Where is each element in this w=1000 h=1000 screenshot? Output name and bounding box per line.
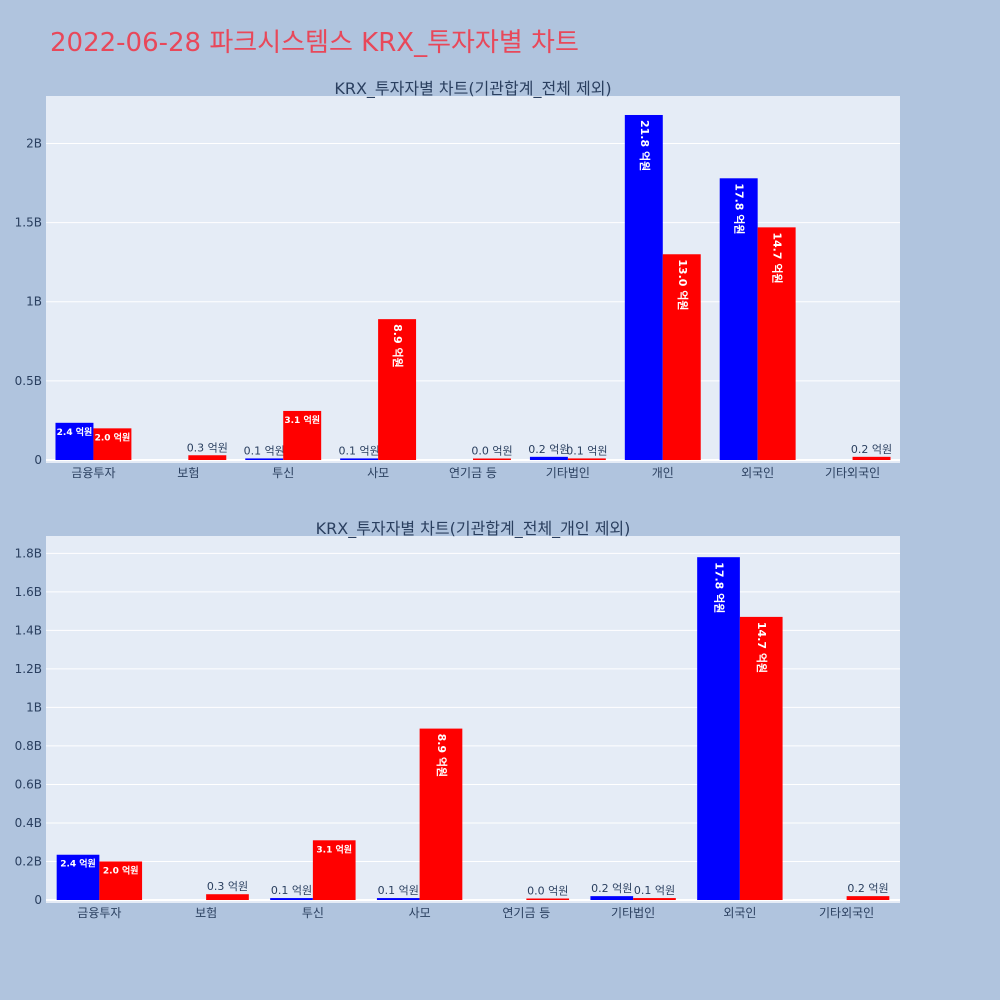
bar-label: 8.9 억원 — [435, 734, 449, 778]
bar-label: 0.2 억원 — [847, 882, 888, 895]
x-tick-label: 연기금 등 — [449, 466, 497, 480]
bar — [93, 428, 132, 460]
bar — [473, 458, 511, 460]
bar — [624, 114, 663, 460]
x-tick-label: 투신 — [272, 466, 294, 480]
bar-label: 0.2 억원 — [591, 882, 632, 895]
bar-label: 2.4 억원 — [60, 858, 96, 870]
bar — [188, 455, 227, 460]
chart-2: KRX_투자자별 차트(기관합계_전체_개인 제외) 0 0.2B 0.4B 0.6B 0… — [15, 519, 900, 920]
x-tick-label: 보험 — [177, 466, 199, 480]
x-tick-label: 외국인 — [741, 466, 774, 480]
x-tick-label: 연기금 등 — [502, 906, 550, 920]
bar — [846, 896, 890, 900]
bar-label: 0.3 억원 — [187, 441, 228, 454]
bar-label: 21.8 억원 — [638, 120, 652, 171]
bar — [99, 861, 143, 900]
chart-title: KRX_투자자별 차트(기관합계_전체_개인 제외) — [316, 519, 631, 539]
chart-title: KRX_투자자별 차트(기관합계_전체 제외) — [334, 79, 611, 99]
bar — [206, 894, 249, 900]
bar-label: 2.0 억원 — [95, 431, 131, 443]
bar-label: 14.7 억원 — [755, 622, 769, 673]
bar — [590, 896, 634, 900]
bar-label: 0.1 억원 — [271, 884, 312, 897]
x-tick-label: 기타법인 — [546, 466, 590, 480]
bar — [376, 898, 420, 900]
x-tick-label: 외국인 — [723, 906, 756, 920]
x-tick-label: 금융투자 — [77, 906, 121, 920]
y-tick-label: 0.8B — [15, 739, 42, 753]
bar — [56, 854, 100, 900]
y-tick-label: 1B — [26, 295, 42, 309]
chart-1: KRX_투자자별 차트(기관합계_전체 제외) 0 0.5B 1B 1.5B 2B 금융투자… — [15, 79, 900, 480]
bar-label: 0.1 억원 — [634, 884, 675, 897]
bar — [719, 178, 758, 460]
bar-label: 2.4 억원 — [57, 426, 93, 438]
bar — [739, 616, 783, 900]
y-tick-label: 1.6B — [15, 585, 42, 599]
bar — [852, 456, 891, 460]
x-tick-label: 사모 — [409, 906, 431, 920]
x-tick-label: 보험 — [195, 906, 217, 920]
bar-label: 0.1 억원 — [378, 884, 419, 897]
bar-label: 0.1 억원 — [566, 444, 607, 457]
bar — [55, 422, 94, 460]
bar-label: 2.0 억원 — [103, 864, 139, 876]
bar-label: 0.2 억원 — [851, 443, 892, 456]
y-tick-label: 0.4B — [15, 816, 42, 830]
bar-label: 0.0 억원 — [471, 445, 512, 458]
y-tick-label: 1.8B — [15, 546, 42, 560]
y-tick-label: 1.2B — [15, 662, 42, 676]
bar-label: 0.1 억원 — [244, 444, 285, 457]
bar — [245, 458, 284, 460]
bar — [270, 898, 313, 900]
bar — [312, 840, 356, 900]
x-tick-label: 사모 — [367, 466, 389, 480]
bar-label: 8.9 억원 — [391, 324, 405, 368]
y-tick-label: 1.4B — [15, 623, 42, 637]
page-title: 2022-06-28 파크시스템스 KRX_투자자별 차트 — [50, 28, 579, 58]
bar — [633, 898, 676, 900]
y-tick-label: 0 — [34, 453, 42, 467]
bar — [697, 557, 740, 900]
x-tick-label: 기타법인 — [611, 906, 655, 920]
bar-label: 17.8 억원 — [733, 183, 747, 234]
bar — [378, 319, 417, 460]
bar — [567, 458, 606, 460]
y-tick-label: 2B — [26, 136, 42, 150]
bar — [529, 456, 568, 460]
bar-label: 0.2 억원 — [528, 443, 569, 456]
bar-label: 3.1 억원 — [284, 414, 320, 426]
bar — [340, 458, 379, 460]
bar-label: 3.1 억원 — [316, 843, 352, 855]
bar-label: 0.3 억원 — [207, 880, 248, 893]
y-tick-label: 0 — [34, 893, 42, 907]
x-tick-label: 투신 — [302, 906, 324, 920]
x-tick-label: 개인 — [652, 466, 674, 480]
bar — [662, 254, 701, 460]
bar — [419, 728, 463, 900]
y-tick-label: 1.5B — [15, 216, 42, 230]
bar — [757, 227, 796, 460]
bar-label: 13.0 억원 — [676, 259, 690, 310]
x-tick-label: 기타외국인 — [819, 906, 874, 920]
x-tick-label: 기타외국인 — [825, 466, 880, 480]
bar — [526, 898, 570, 900]
bar — [283, 410, 322, 460]
y-tick-label: 0.6B — [15, 777, 42, 791]
y-tick-label: 0.5B — [15, 374, 42, 388]
bar-label: 17.8 억원 — [713, 562, 727, 613]
y-tick-label: 0.2B — [15, 854, 42, 868]
bar-label: 0.1 억원 — [339, 444, 380, 457]
bar-label: 14.7 억원 — [771, 232, 785, 283]
x-tick-label: 금융투자 — [71, 466, 115, 480]
bar-label: 0.0 억원 — [527, 885, 568, 898]
y-tick-label: 1B — [26, 700, 42, 714]
